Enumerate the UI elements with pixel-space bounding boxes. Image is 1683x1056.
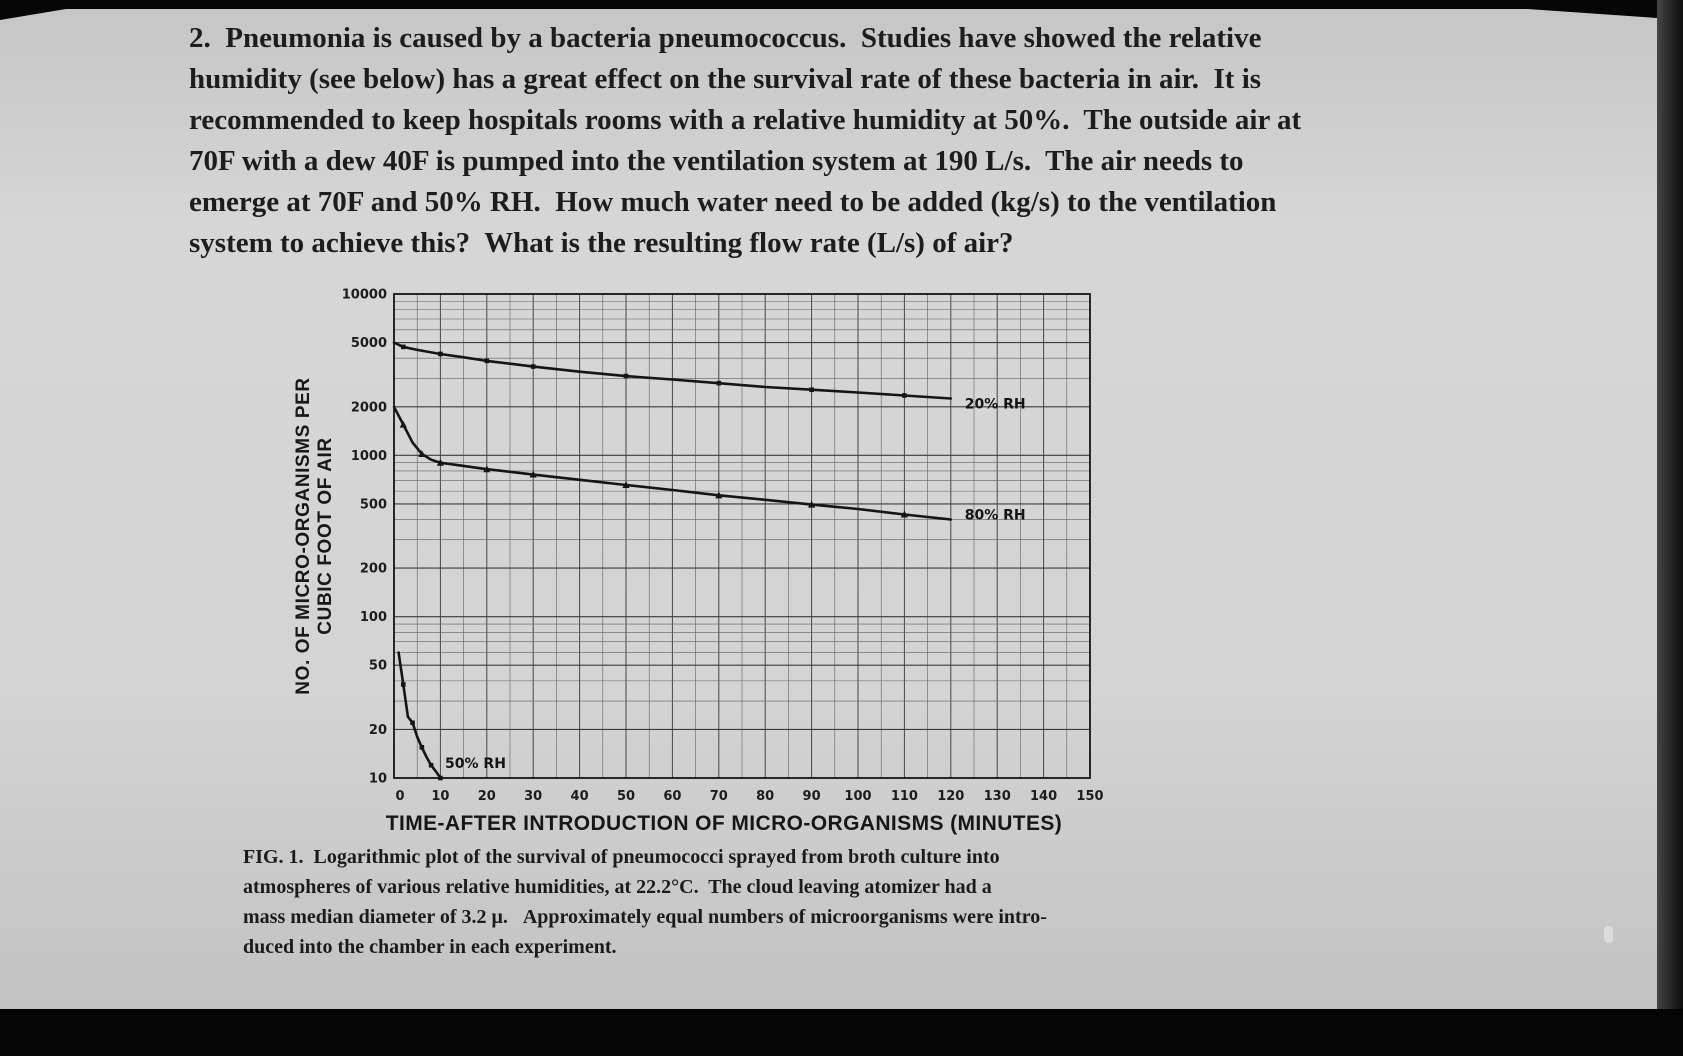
x-tick-label: 70 <box>710 789 728 804</box>
survival-chart: 10 20 50 100 200 500 1000 2000 5000 10000 0 10 20 30 4… <box>342 288 1104 804</box>
x-tick-label: 150 <box>1076 789 1103 804</box>
y-tick-label: 10 <box>369 772 387 787</box>
y-tick-label: 500 <box>360 497 387 512</box>
data-point-marker <box>483 465 491 473</box>
y-tick-label: 1000 <box>351 449 387 464</box>
figure-caption: FIG. 1. Logarithmic plot of the survival… <box>243 842 1047 962</box>
data-point-marker <box>902 393 907 398</box>
screen-bezel-bottom <box>0 1009 1683 1056</box>
problem-line: 2. Pneumonia is caused by a bacteria pne… <box>189 22 1262 54</box>
data-point-marker <box>438 775 443 781</box>
x-tick-label: 30 <box>524 789 542 804</box>
caption-line: duced into the chamber in each experimen… <box>243 936 617 958</box>
data-point-marker <box>715 491 723 499</box>
x-tick-label: 140 <box>1030 789 1057 804</box>
problem-line: 70F with a dew 40F is pumped into the ve… <box>189 145 1244 177</box>
x-tick-label: 120 <box>937 789 964 804</box>
y-tick-label: 200 <box>360 562 387 577</box>
series-label: 80% RH <box>965 507 1026 523</box>
caption-line: FIG. 1. Logarithmic plot of the survival… <box>243 846 1000 868</box>
data-point-marker <box>400 344 406 350</box>
data-point-marker <box>900 510 908 518</box>
data-point-marker <box>623 373 629 379</box>
data-point-marker <box>399 420 407 428</box>
y-tick-label: 100 <box>360 610 387 625</box>
problem-line: humidity (see below) has a great effect … <box>189 63 1262 95</box>
y-tick-label: 2000 <box>351 400 387 415</box>
x-tick-label: 50 <box>617 789 635 804</box>
problem-text: 2. Pneumonia is caused by a bacteria pne… <box>189 18 1301 264</box>
problem-line: recommended to keep hospitals rooms with… <box>189 104 1302 136</box>
data-point-marker <box>808 500 816 508</box>
series-label: 50% RH <box>445 756 506 772</box>
data-point-marker <box>410 720 415 726</box>
x-tick-label: 40 <box>571 789 589 804</box>
y-axis-title: NO. OF MICRO-ORGANISMS PER CUBIC FOOT OF… <box>293 306 339 766</box>
x-tick-label: 60 <box>663 789 681 804</box>
data-point-marker <box>436 458 444 466</box>
problem-line: emerge at 70F and 50% RH. How much water… <box>189 186 1277 218</box>
data-point-marker <box>809 387 814 393</box>
y-tick-label: 20 <box>369 723 387 738</box>
caption-line: atmospheres of various relative humiditi… <box>243 876 992 898</box>
y-tick-label: 5000 <box>351 336 387 351</box>
document-page <box>0 8 1657 1010</box>
series-label: 20% RH <box>965 396 1026 412</box>
caption-line: mass median diameter of 3.2 μ. Approxima… <box>243 906 1047 928</box>
screen-bezel-right <box>1657 0 1683 1010</box>
series-line <box>397 651 442 780</box>
x-tick-label: 100 <box>844 789 871 804</box>
data-point-marker <box>716 380 722 386</box>
screen-glare-speck <box>1604 926 1613 943</box>
x-tick-label: 20 <box>478 789 496 804</box>
x-axis-title: TIME-AFTER INTRODUCTION OF MICRO-ORGANIS… <box>385 812 1063 835</box>
series-line <box>392 341 953 400</box>
data-point-marker <box>400 682 406 687</box>
data-point-marker <box>428 762 434 768</box>
chart-area: 10 20 50 100 200 500 1000 2000 5000 10000 0 10 20 30 4… <box>334 288 1114 828</box>
data-point-marker <box>419 744 425 750</box>
data-point-marker <box>484 358 490 364</box>
x-tick-label: 10 <box>431 789 449 804</box>
data-point-marker <box>622 481 630 488</box>
data-point-marker <box>530 364 536 369</box>
x-tick-label: 0 <box>395 789 404 804</box>
x-tick-label: 80 <box>756 789 774 804</box>
data-point-marker <box>529 470 537 478</box>
x-tick-label: 130 <box>984 789 1011 804</box>
data-point-marker <box>438 351 443 357</box>
data-point-marker <box>418 450 426 457</box>
y-tick-label: 50 <box>369 659 387 674</box>
x-tick-label: 90 <box>803 789 821 804</box>
y-tick-label: 10000 <box>342 288 387 303</box>
problem-line: system to achieve this? What is the resu… <box>189 227 1014 259</box>
x-tick-label: 110 <box>891 789 918 804</box>
screen-bezel-top <box>0 0 1683 9</box>
y-axis-title-line: NO. OF MICRO-ORGANISMS PER <box>293 377 314 695</box>
